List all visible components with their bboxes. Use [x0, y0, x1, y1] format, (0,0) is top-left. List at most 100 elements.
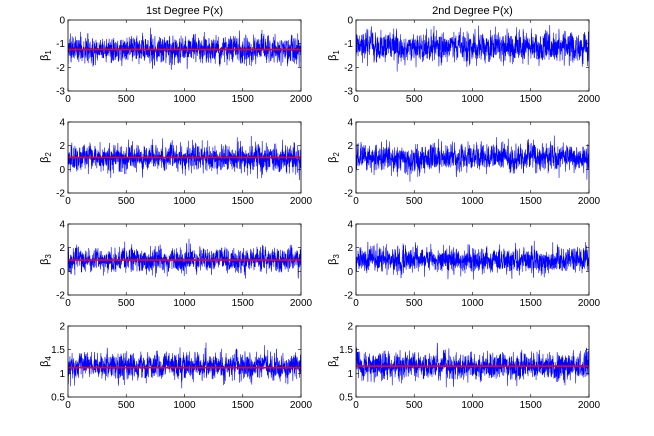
x-tick-label: 0	[65, 196, 71, 207]
y-tick-label: 0.5	[339, 393, 353, 404]
x-tick-label: 1000	[461, 196, 484, 207]
y-tick-label: -2	[344, 189, 353, 200]
x-tick-label: 1000	[461, 298, 484, 309]
y-axis-label: β4	[327, 356, 341, 367]
y-axis-label-symbol: β	[327, 361, 339, 367]
y-axis-label: β2	[327, 152, 341, 163]
x-tick-label: 0	[65, 298, 71, 309]
y-tick-label: -1	[344, 39, 353, 50]
x-tick-label: 2000	[290, 400, 313, 411]
trace-line	[68, 238, 301, 279]
y-axis-label-subscript: 3	[44, 254, 53, 259]
y-axis-label: β3	[39, 254, 53, 265]
subplot-2: 0 500 1000 1500 2000 -3 -2 -1 0 β1 2nd Degree P(x)	[327, 5, 601, 105]
subplot-1: 0 500 1000 1500 2000 -3 -2 -1 0 β1 1st Degree P(x)	[39, 5, 313, 105]
x-tick-label: 0	[353, 196, 359, 207]
y-axis-label-subscript: 4	[44, 356, 53, 361]
y-tick-label: 2	[347, 322, 353, 333]
x-tick-label: 1000	[173, 400, 196, 411]
y-axis-label-subscript: 1	[44, 50, 53, 55]
y-tick-label: -2	[56, 63, 65, 74]
x-tick-label: 1500	[520, 400, 543, 411]
x-tick-label: 2000	[290, 298, 313, 309]
y-tick-label: -2	[344, 291, 353, 302]
axes-box	[355, 325, 590, 398]
y-tick-label: -2	[56, 189, 65, 200]
x-tick-label: 1000	[173, 298, 196, 309]
y-tick-label: 2	[347, 243, 353, 254]
y-tick-label: -3	[344, 87, 353, 98]
subplot-8: 0 500 1000 1500 2000 0.5 1 1.5 2 β4	[327, 322, 601, 412]
y-tick-label: 2	[59, 322, 65, 333]
y-tick-label: 1.5	[339, 345, 353, 356]
y-tick-label: -3	[56, 87, 65, 98]
y-tick-label: 0	[347, 267, 353, 278]
y-axis-label-subscript: 4	[332, 356, 341, 361]
x-tick-label: 1000	[173, 94, 196, 105]
x-tick-label: 1500	[232, 298, 255, 309]
y-tick-label: -2	[344, 63, 353, 74]
y-tick-label: 0.5	[51, 393, 65, 404]
y-axis-label-symbol: β	[327, 259, 339, 265]
x-tick-label: 2000	[290, 196, 313, 207]
trace-line	[356, 135, 589, 182]
y-axis-label-subscript: 1	[332, 50, 341, 55]
y-axis-label: β3	[327, 254, 341, 265]
y-axis-label: β2	[39, 152, 53, 163]
x-tick-label: 0	[353, 298, 359, 309]
x-tick-label: 1500	[232, 400, 255, 411]
y-tick-label: 4	[347, 118, 353, 129]
y-axis-label-symbol: β	[327, 157, 339, 163]
x-tick-label: 1500	[520, 94, 543, 105]
x-tick-label: 2000	[578, 400, 601, 411]
trace-line	[356, 240, 589, 280]
x-tick-label: 0	[353, 400, 359, 411]
x-tick-label: 1500	[520, 196, 543, 207]
x-tick-label: 2000	[578, 298, 601, 309]
y-tick-label: 0	[59, 267, 65, 278]
x-tick-label: 500	[118, 298, 135, 309]
y-tick-label: 1.5	[51, 345, 65, 356]
trace-line	[68, 342, 301, 389]
y-tick-label: 1	[347, 369, 353, 380]
x-tick-label: 1500	[232, 94, 255, 105]
x-tick-label: 1000	[461, 94, 484, 105]
x-tick-label: 1500	[232, 196, 255, 207]
x-tick-label: 500	[406, 400, 423, 411]
trace-line	[356, 25, 589, 72]
x-tick-label: 500	[406, 298, 423, 309]
x-tick-label: 500	[118, 94, 135, 105]
y-axis-label: β4	[39, 356, 53, 367]
y-axis-label-symbol: β	[39, 259, 51, 265]
x-tick-label: 500	[118, 400, 135, 411]
y-tick-label: 0	[347, 165, 353, 176]
subplot-7: 0 500 1000 1500 2000 0.5 1 1.5 2 β4	[39, 322, 313, 412]
x-tick-label: 500	[118, 196, 135, 207]
x-tick-label: 2000	[578, 196, 601, 207]
y-axis-label-symbol: β	[39, 157, 51, 163]
y-axis-label-symbol: β	[39, 361, 51, 367]
x-tick-label: 2000	[578, 94, 601, 105]
x-tick-label: 0	[65, 400, 71, 411]
y-axis-label-subscript: 2	[332, 152, 341, 157]
y-axis-label-symbol: β	[39, 55, 51, 61]
y-tick-label: 4	[59, 118, 65, 129]
y-tick-label: 4	[59, 220, 65, 231]
chart-title: 2nd Degree P(x)	[432, 5, 513, 17]
x-tick-label: 0	[353, 94, 359, 105]
y-tick-label: 0	[59, 165, 65, 176]
x-tick-label: 1000	[173, 196, 196, 207]
y-tick-label: 0	[59, 16, 65, 27]
y-tick-label: 2	[59, 141, 65, 152]
y-axis-label-symbol: β	[327, 55, 339, 61]
x-tick-label: 1000	[461, 400, 484, 411]
y-tick-label: -1	[56, 39, 65, 50]
y-tick-label: -2	[56, 291, 65, 302]
y-tick-label: 1	[59, 369, 65, 380]
x-tick-label: 0	[65, 94, 71, 105]
